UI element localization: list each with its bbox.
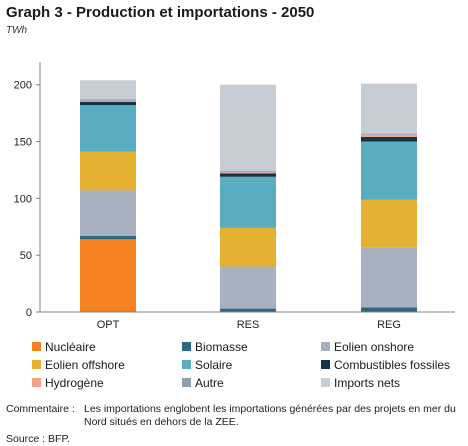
legend-swatch xyxy=(321,360,330,369)
legend-item: Eolien offshore xyxy=(32,358,125,372)
bar-segment-res xyxy=(220,173,276,177)
x-tick-label: RES xyxy=(237,319,260,331)
legend-label: Combustibles fossiles xyxy=(334,358,451,372)
bar-segment-opt xyxy=(80,105,136,152)
bar-segment-reg xyxy=(361,83,417,134)
source-note: Source : BFP. xyxy=(6,433,71,445)
legend-swatch xyxy=(32,378,41,387)
legend-item: Nucléaire xyxy=(32,340,96,354)
legend-label: Biomasse xyxy=(195,340,248,354)
bar-segment-res xyxy=(220,171,276,173)
legend-label: Nucléaire xyxy=(45,340,96,354)
legend-swatch xyxy=(32,360,41,369)
bar-segment-reg xyxy=(361,141,417,200)
bar-segment-reg xyxy=(361,134,417,137)
legend-item: Solaire xyxy=(182,358,232,372)
chart-legend: Nucléaire Biomasse Eolien onshore Eolien of… xyxy=(32,340,468,394)
bar-segment-reg xyxy=(361,247,417,308)
bar-segment-opt xyxy=(80,80,136,100)
y-tick-label: 0 xyxy=(26,307,32,319)
comment-text: Les importations englobent les importati… xyxy=(84,403,456,428)
legend-swatch xyxy=(321,342,330,351)
bar-segment-opt xyxy=(80,235,136,240)
y-tick-label: 150 xyxy=(14,137,32,149)
bar-segment-res xyxy=(220,227,276,267)
x-tick-label: REG xyxy=(377,319,401,331)
legend-item: Biomasse xyxy=(182,340,248,354)
legend-label: Autre xyxy=(195,376,224,390)
bar-segment-reg xyxy=(361,199,417,248)
bar-segment-res xyxy=(220,308,276,312)
bar-segment-opt xyxy=(80,190,136,236)
unit-label: TWh xyxy=(6,25,28,36)
bar-segment-reg xyxy=(361,137,417,142)
bar-segment-reg xyxy=(361,307,417,312)
legend-label: Imports nets xyxy=(334,376,401,390)
stacked-bar-chart: 0 50 100 150 200 OPT RES REG xyxy=(14,62,455,331)
bar-segment-opt xyxy=(80,99,136,101)
bar-segment-opt xyxy=(80,100,136,102)
bar-segment-opt xyxy=(80,101,136,106)
legend-label: Hydrogène xyxy=(45,376,104,390)
legend-swatch xyxy=(182,360,191,369)
bar-segment-opt xyxy=(80,239,136,312)
bar-segment-reg xyxy=(361,133,417,135)
legend-label: Solaire xyxy=(195,358,233,372)
legend-label: Eolien offshore xyxy=(45,358,125,372)
comment-label: Commentaire : xyxy=(6,403,75,415)
legend-label: Eolien onshore xyxy=(334,340,415,354)
y-tick-label: 200 xyxy=(14,80,32,92)
chart-title: Graph 3 - Production et importations - 2… xyxy=(6,4,315,21)
x-tick-label: OPT xyxy=(97,319,120,331)
legend-item: Eolien onshore xyxy=(321,340,414,354)
bar-segment-opt xyxy=(80,151,136,191)
legend-item: Imports nets xyxy=(321,376,400,390)
legend-swatch xyxy=(32,342,41,351)
legend-item: Combustibles fossiles xyxy=(321,358,450,372)
bar-segment-res xyxy=(220,266,276,309)
legend-item: Hydrogène xyxy=(32,376,104,390)
bar-segment-res xyxy=(220,172,276,174)
bar-segment-res xyxy=(220,84,276,172)
bar-segment-res xyxy=(220,176,276,228)
y-tick-label: 100 xyxy=(14,193,32,205)
legend-swatch xyxy=(182,342,191,351)
legend-item: Autre xyxy=(182,376,224,390)
legend-swatch xyxy=(182,378,191,387)
legend-swatch xyxy=(321,378,330,387)
y-tick-label: 50 xyxy=(20,250,32,262)
